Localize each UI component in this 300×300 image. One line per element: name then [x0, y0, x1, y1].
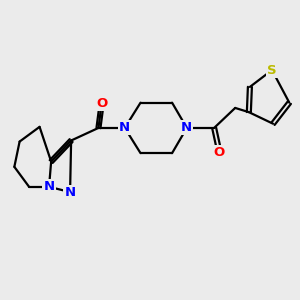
Text: S: S [267, 64, 277, 76]
Text: O: O [214, 146, 225, 159]
Text: N: N [64, 186, 76, 199]
Text: N: N [119, 122, 130, 134]
Text: O: O [96, 97, 107, 110]
Text: N: N [181, 122, 192, 134]
Text: N: N [44, 180, 55, 193]
